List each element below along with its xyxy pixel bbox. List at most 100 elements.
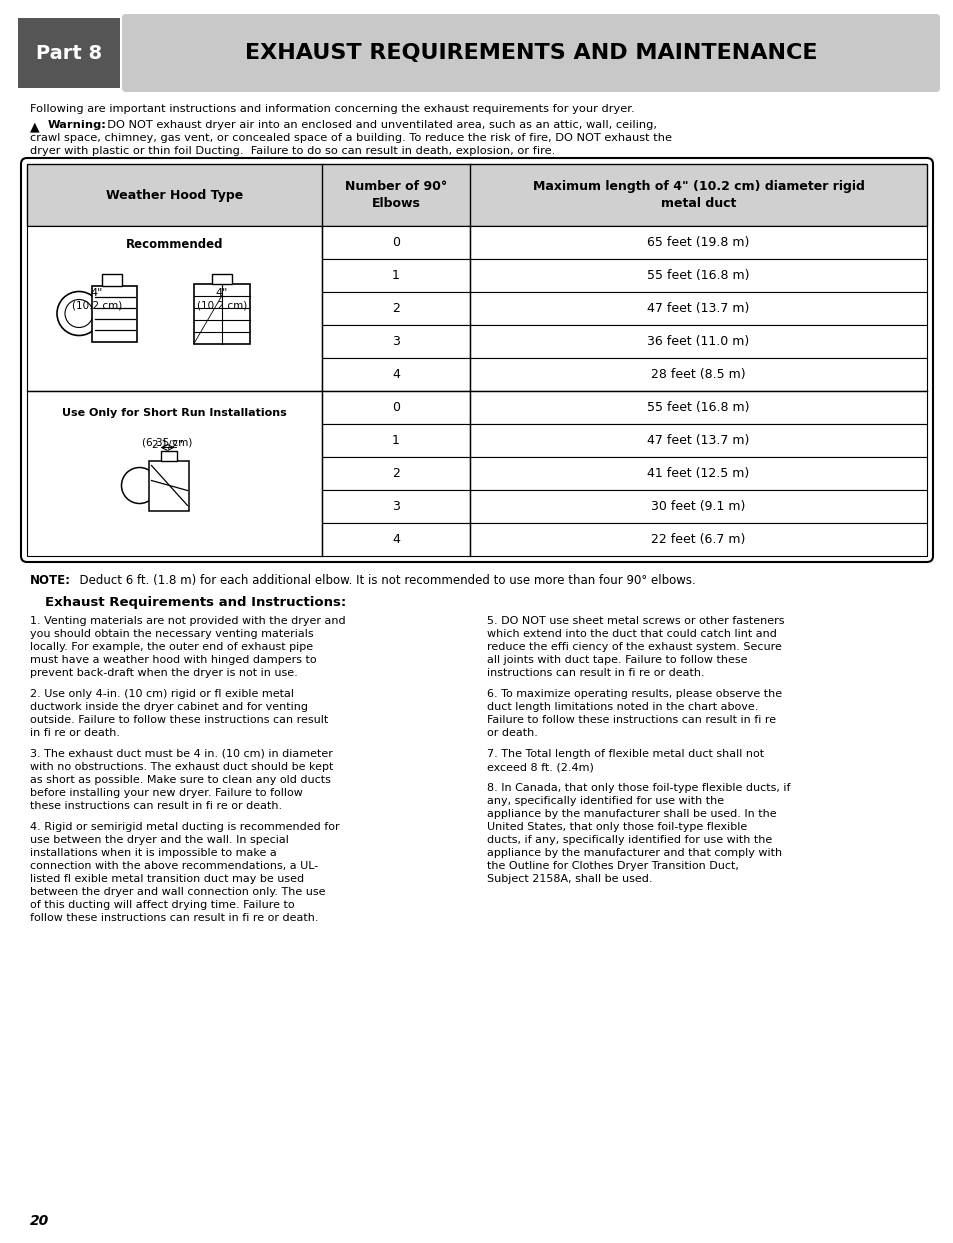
Bar bbox=[470, 523, 926, 556]
Text: these instructions can result in fi re or death.: these instructions can result in fi re o… bbox=[30, 800, 282, 810]
Text: between the dryer and wall connection only. The use: between the dryer and wall connection on… bbox=[30, 888, 325, 897]
Text: 1: 1 bbox=[392, 268, 399, 282]
Bar bbox=[322, 523, 470, 556]
Text: 3: 3 bbox=[392, 336, 399, 348]
Text: 4": 4" bbox=[215, 287, 228, 297]
Text: 0: 0 bbox=[392, 401, 399, 414]
Text: follow these instructions can result in fi re or death.: follow these instructions can result in … bbox=[30, 914, 318, 924]
Text: 4. Rigid or semirigid metal ducting is recommended for: 4. Rigid or semirigid metal ducting is r… bbox=[30, 822, 339, 832]
Text: dryer with plastic or thin foil Ducting.  Failure to do so can result in death, : dryer with plastic or thin foil Ducting.… bbox=[30, 145, 555, 157]
Bar bbox=[470, 324, 926, 358]
Text: locally. For example, the outer end of exhaust pipe: locally. For example, the outer end of e… bbox=[30, 641, 313, 653]
Text: (10.2 cm): (10.2 cm) bbox=[196, 301, 247, 311]
Text: or death.: or death. bbox=[486, 728, 537, 738]
Text: Following are important instructions and information concerning the exhaust requ: Following are important instructions and… bbox=[30, 104, 634, 114]
Text: Weather Hood Type: Weather Hood Type bbox=[106, 189, 243, 201]
Bar bbox=[102, 273, 122, 286]
Bar bbox=[322, 392, 470, 424]
Text: duct length limitations noted in the chart above.: duct length limitations noted in the cha… bbox=[486, 702, 758, 712]
Circle shape bbox=[65, 300, 92, 327]
Bar bbox=[193, 283, 250, 343]
Bar bbox=[470, 259, 926, 292]
Text: connection with the above recommendations, a UL-: connection with the above recommendation… bbox=[30, 861, 318, 871]
FancyBboxPatch shape bbox=[122, 14, 939, 92]
Text: 65 feet (19.8 m): 65 feet (19.8 m) bbox=[647, 236, 749, 249]
Text: Maximum length of 4" (10.2 cm) diameter rigid
metal duct: Maximum length of 4" (10.2 cm) diameter … bbox=[532, 180, 863, 210]
Text: 3: 3 bbox=[392, 500, 399, 513]
Text: the Outline for Clothes Dryer Transition Duct,: the Outline for Clothes Dryer Transition… bbox=[486, 861, 739, 871]
Bar bbox=[322, 424, 470, 457]
Bar bbox=[91, 286, 137, 342]
Circle shape bbox=[57, 292, 101, 336]
Bar bbox=[27, 226, 322, 392]
Text: Part 8: Part 8 bbox=[36, 44, 102, 62]
Bar bbox=[470, 490, 926, 523]
Text: 4: 4 bbox=[392, 533, 399, 546]
Bar bbox=[470, 424, 926, 457]
Text: 8. In Canada, that only those foil-type flexible ducts, if: 8. In Canada, that only those foil-type … bbox=[486, 783, 790, 793]
Text: installations when it is impossible to make a: installations when it is impossible to m… bbox=[30, 848, 276, 858]
Text: as short as possible. Make sure to clean any old ducts: as short as possible. Make sure to clean… bbox=[30, 774, 331, 786]
Text: Deduct 6 ft. (1.8 m) for each additional elbow. It is not recommended to use mor: Deduct 6 ft. (1.8 m) for each additional… bbox=[71, 574, 695, 587]
Text: 30 feet (9.1 m): 30 feet (9.1 m) bbox=[651, 500, 745, 513]
Bar bbox=[322, 358, 470, 392]
Text: 3. The exhaust duct must be 4 in. (10 cm) in diameter: 3. The exhaust duct must be 4 in. (10 cm… bbox=[30, 750, 333, 759]
Text: 41 feet (12.5 m): 41 feet (12.5 m) bbox=[647, 467, 749, 480]
Text: Recommended: Recommended bbox=[126, 237, 223, 251]
Text: which extend into the duct that could catch lint and: which extend into the duct that could ca… bbox=[486, 629, 776, 639]
Text: NOTE:: NOTE: bbox=[30, 574, 71, 587]
Text: 20: 20 bbox=[30, 1214, 50, 1228]
Bar bbox=[470, 292, 926, 324]
Text: 2-1/2": 2-1/2" bbox=[152, 440, 183, 450]
Bar bbox=[322, 226, 470, 259]
Text: 2: 2 bbox=[392, 467, 399, 480]
Bar bbox=[470, 392, 926, 424]
Text: appliance by the manufacturer shall be used. In the: appliance by the manufacturer shall be u… bbox=[486, 809, 776, 819]
Text: ducts, if any, specifically identified for use with the: ducts, if any, specifically identified f… bbox=[486, 835, 771, 845]
Text: 7. The Total length of flexible metal duct shall not: 7. The Total length of flexible metal du… bbox=[486, 750, 763, 759]
Text: (6.35 cm): (6.35 cm) bbox=[142, 438, 193, 447]
Text: Exhaust Requirements and Instructions:: Exhaust Requirements and Instructions: bbox=[45, 595, 346, 609]
Bar bbox=[322, 259, 470, 292]
Text: of this ducting will affect drying time. Failure to: of this ducting will affect drying time.… bbox=[30, 900, 294, 910]
Text: 1: 1 bbox=[392, 434, 399, 447]
Text: prevent back-draft when the dryer is not in use.: prevent back-draft when the dryer is not… bbox=[30, 667, 297, 677]
Bar bbox=[470, 358, 926, 392]
Text: Use Only for Short Run Installations: Use Only for Short Run Installations bbox=[62, 408, 287, 418]
Text: 1. Venting materials are not provided with the dryer and: 1. Venting materials are not provided wi… bbox=[30, 617, 345, 626]
Text: all joints with duct tape. Failure to follow these: all joints with duct tape. Failure to fo… bbox=[486, 655, 747, 665]
Text: 55 feet (16.8 m): 55 feet (16.8 m) bbox=[646, 401, 749, 414]
Text: any, specifically identified for use with the: any, specifically identified for use wit… bbox=[486, 796, 723, 805]
Text: reduce the effi ciency of the exhaust system. Secure: reduce the effi ciency of the exhaust sy… bbox=[486, 641, 781, 653]
Text: DO NOT exhaust dryer air into an enclosed and unventilated area, such as an atti: DO NOT exhaust dryer air into an enclose… bbox=[100, 121, 657, 131]
Text: outside. Failure to follow these instructions can result: outside. Failure to follow these instruc… bbox=[30, 715, 328, 725]
Bar bbox=[27, 392, 322, 556]
Text: in fi re or death.: in fi re or death. bbox=[30, 728, 120, 738]
Bar bbox=[161, 450, 177, 460]
Text: 0: 0 bbox=[392, 236, 399, 249]
Text: ▲: ▲ bbox=[30, 121, 40, 133]
Text: EXHAUST REQUIREMENTS AND MAINTENANCE: EXHAUST REQUIREMENTS AND MAINTENANCE bbox=[245, 44, 817, 63]
Bar bbox=[27, 164, 926, 226]
Text: Failure to follow these instructions can result in fi re: Failure to follow these instructions can… bbox=[486, 715, 776, 725]
Text: exceed 8 ft. (2.4m): exceed 8 ft. (2.4m) bbox=[486, 762, 594, 772]
Text: appliance by the manufacturer and that comply with: appliance by the manufacturer and that c… bbox=[486, 848, 781, 858]
Text: use between the dryer and the wall. In special: use between the dryer and the wall. In s… bbox=[30, 835, 289, 845]
Text: 2. Use only 4-in. (10 cm) rigid or fl exible metal: 2. Use only 4-in. (10 cm) rigid or fl ex… bbox=[30, 689, 294, 699]
FancyBboxPatch shape bbox=[21, 158, 932, 562]
Text: 6. To maximize operating results, please observe the: 6. To maximize operating results, please… bbox=[486, 689, 781, 699]
Text: 5. DO NOT use sheet metal screws or other fasteners: 5. DO NOT use sheet metal screws or othe… bbox=[486, 617, 783, 626]
Text: 55 feet (16.8 m): 55 feet (16.8 m) bbox=[646, 268, 749, 282]
Text: 36 feet (11.0 m): 36 feet (11.0 m) bbox=[647, 336, 749, 348]
Text: 4: 4 bbox=[392, 368, 399, 382]
Bar bbox=[18, 17, 120, 88]
Bar bbox=[212, 273, 232, 283]
Bar bbox=[322, 324, 470, 358]
Bar bbox=[150, 460, 190, 511]
Bar bbox=[322, 490, 470, 523]
Text: Warning:: Warning: bbox=[48, 121, 107, 131]
Text: instructions can result in fi re or death.: instructions can result in fi re or deat… bbox=[486, 667, 704, 677]
Text: Subject 2158A, shall be used.: Subject 2158A, shall be used. bbox=[486, 874, 652, 884]
Text: with no obstructions. The exhaust duct should be kept: with no obstructions. The exhaust duct s… bbox=[30, 762, 333, 772]
Text: (10.2 cm): (10.2 cm) bbox=[71, 301, 122, 311]
